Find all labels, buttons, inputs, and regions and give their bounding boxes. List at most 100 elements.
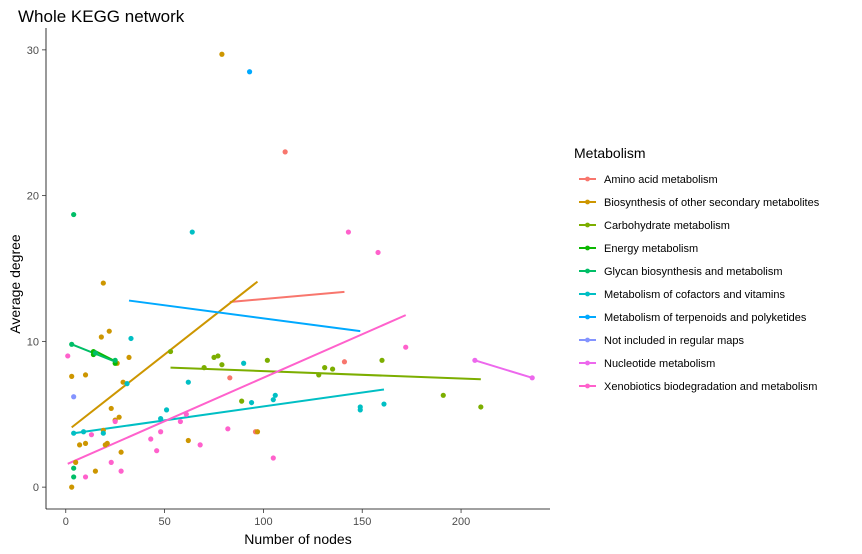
data-point	[241, 360, 247, 366]
trend-line	[71, 280, 259, 429]
data-point	[440, 392, 446, 398]
legend-title: Metabolism	[574, 145, 646, 161]
legend-item: Nucleotide metabolism	[579, 358, 715, 370]
data-point	[357, 404, 363, 410]
data-point	[73, 459, 79, 465]
data-point	[100, 430, 106, 436]
data-point	[189, 229, 195, 235]
data-point	[158, 416, 164, 422]
legend-label: Xenobiotics biodegradation and metabolis…	[604, 381, 817, 393]
legend-item: Metabolism of terpenoids and polyketides	[579, 312, 807, 324]
data-point	[183, 411, 189, 417]
data-point	[375, 249, 381, 256]
data-point	[270, 455, 276, 461]
data-point	[88, 432, 95, 438]
legend-item: Biosynthesis of other secondary metaboli…	[579, 197, 820, 209]
legend-item: Not included in regular maps	[579, 335, 745, 347]
data-point	[403, 344, 409, 350]
legend-label: Biosynthesis of other secondary metaboli…	[604, 197, 820, 209]
data-point	[270, 397, 276, 403]
data-point	[77, 442, 83, 448]
y-tick-label: 0	[33, 482, 39, 494]
legend-key-point	[585, 245, 590, 251]
legend-label: Amino acid metabolism	[604, 174, 718, 186]
data-point	[118, 468, 124, 474]
data-point	[227, 375, 233, 381]
legend-item: Carbohydrate metabolism	[579, 220, 730, 232]
data-point	[246, 69, 253, 75]
data-point	[124, 381, 130, 387]
data-point	[69, 373, 75, 379]
data-point	[239, 398, 245, 404]
legend: Metabolism Amino acid metabolism Biosynth…	[574, 145, 820, 393]
data-point	[148, 436, 154, 442]
x-tick-label: 100	[254, 516, 272, 528]
data-point	[80, 429, 87, 435]
y-tick-label: 20	[27, 191, 39, 203]
data-point	[71, 394, 77, 400]
data-point	[185, 437, 191, 444]
data-point	[112, 357, 118, 363]
data-point	[272, 392, 278, 398]
trend-lines	[67, 280, 533, 465]
data-point	[211, 354, 217, 361]
data-point	[219, 362, 225, 368]
data-point	[71, 211, 77, 218]
data-point	[264, 357, 270, 363]
data-point	[322, 365, 328, 371]
data-point	[112, 418, 118, 425]
x-tick-label: 150	[353, 516, 371, 528]
legend-item: Amino acid metabolism	[579, 174, 718, 186]
data-point	[177, 418, 183, 425]
data-point	[82, 440, 89, 447]
legend-key-point	[585, 337, 590, 343]
data-point	[106, 328, 112, 334]
chart-title: Whole KEGG network	[18, 7, 185, 26]
y-axis-title: Average degree	[7, 234, 23, 334]
legend-label: Metabolism of terpenoids and polyketides	[604, 312, 807, 324]
data-point	[69, 484, 75, 490]
data-point	[381, 401, 387, 407]
data-point	[154, 448, 160, 454]
data-point	[167, 348, 174, 355]
y-tick-label: 10	[27, 336, 39, 348]
x-tick-label: 200	[452, 516, 470, 528]
legend-item: Energy metabolism	[579, 243, 698, 255]
legend-item: Glycan biosynthesis and metabolism	[579, 266, 783, 278]
x-tick-label: 50	[158, 516, 170, 528]
data-point	[225, 426, 231, 432]
trend-line	[170, 366, 481, 381]
trend-line	[73, 388, 385, 435]
data-point	[254, 429, 261, 435]
legend-key-point	[585, 268, 590, 274]
legend-label: Energy metabolism	[604, 243, 698, 255]
legend-key-point	[585, 176, 590, 182]
data-point	[316, 372, 322, 378]
trend-line	[474, 359, 533, 379]
data-point	[71, 474, 77, 480]
trend-line	[128, 299, 361, 333]
data-point	[120, 379, 126, 385]
data-point	[92, 468, 99, 474]
y-tick-label: 30	[27, 45, 39, 57]
legend-key-point	[585, 314, 590, 320]
data-point	[116, 414, 122, 420]
data-point	[82, 372, 89, 378]
data-point	[163, 407, 170, 413]
data-point	[92, 350, 99, 356]
x-ticks: 0 50 100 150 200	[63, 509, 470, 528]
y-ticks: 0 10 20 30	[27, 45, 46, 494]
data-point	[529, 375, 535, 381]
data-point	[379, 357, 385, 363]
data-point	[282, 149, 288, 155]
data-point	[248, 399, 255, 406]
legend-key-point	[585, 199, 590, 205]
data-point	[158, 429, 164, 435]
data-point	[108, 459, 114, 465]
data-point	[100, 280, 106, 286]
legend-key-point	[585, 291, 590, 297]
plot-area: 0 50 100 150 200 0 10 20 30	[27, 28, 550, 528]
legend-key-point	[585, 222, 590, 228]
legend-item: Metabolism of cofactors and vitamins	[579, 289, 785, 301]
data-point	[71, 465, 77, 471]
